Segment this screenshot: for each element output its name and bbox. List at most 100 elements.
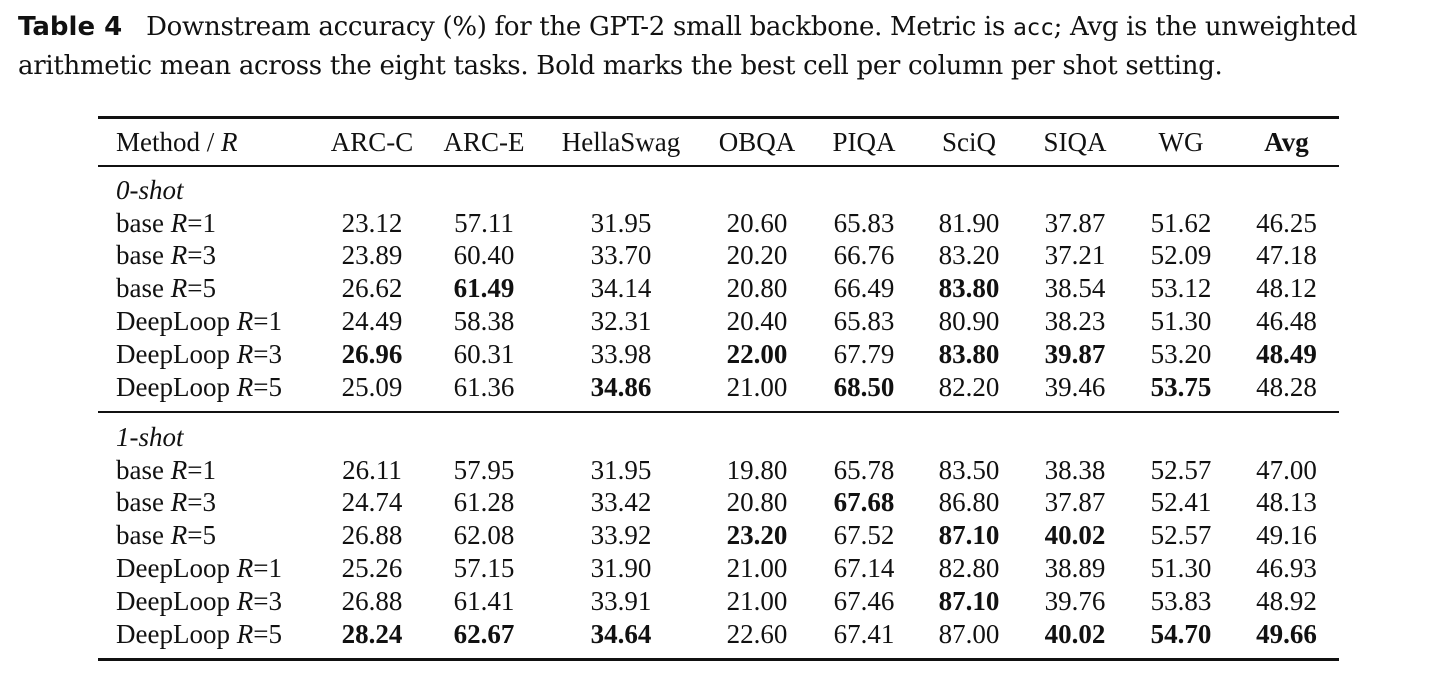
row-r-var: R xyxy=(170,454,188,485)
row-r-value: 1 xyxy=(268,553,282,584)
row-r-var: R xyxy=(236,618,254,649)
row-method: base R=3 xyxy=(98,240,316,273)
table-cell: 39.87 xyxy=(1044,338,1106,369)
table-row: DeepLoop R=5 28.24 62.67 34.64 22.60 67.41 87.… xyxy=(98,618,1339,651)
table-row: DeepLoop R=3 26.88 61.41 33.91 21.00 67.46 87.… xyxy=(98,585,1339,618)
table-cell: 34.14 xyxy=(590,273,652,304)
table-cell: 80.90 xyxy=(938,306,1000,337)
table-cell: 49.16 xyxy=(1256,520,1317,551)
table-cell: 24.74 xyxy=(341,487,403,518)
table-cell: 25.09 xyxy=(341,371,403,402)
table-cell: 53.75 xyxy=(1150,371,1212,402)
table-cell: 86.80 xyxy=(938,487,1000,518)
table-cell: 54.70 xyxy=(1150,618,1212,649)
header-row: Method / R ARC-C ARC-E HellaSwag OBQA PIQA Sc… xyxy=(98,120,1339,164)
row-r-value: 5 xyxy=(202,520,216,551)
table-row: base R=1 23.12 57.11 31.95 20.60 65.83 81.90 37… xyxy=(98,207,1339,240)
group-separator-rule xyxy=(98,411,1339,413)
row-r-var: R xyxy=(170,207,188,238)
table-cell: 58.38 xyxy=(453,306,515,337)
table-cell: 62.08 xyxy=(453,520,515,551)
table-cell: 21.00 xyxy=(726,553,788,584)
table-cell: 60.40 xyxy=(453,240,515,271)
row-method: base R=1 xyxy=(98,207,316,240)
table-cell: 40.02 xyxy=(1044,520,1106,551)
row-method-name: DeepLoop xyxy=(116,618,230,649)
table-cell: 38.23 xyxy=(1044,306,1106,337)
table-row: DeepLoop R=1 24.49 58.38 32.31 20.40 65.83 80.… xyxy=(98,305,1339,338)
header-col-wg: WG xyxy=(1158,126,1204,157)
table-cell: 20.60 xyxy=(726,207,788,238)
caption-text-after: ; Avg is the unweighted arithmetic mean … xyxy=(18,12,1358,81)
row-r-value: 3 xyxy=(202,487,216,518)
row-method: DeepLoop R=5 xyxy=(98,618,316,651)
row-r-value: 3 xyxy=(268,338,282,369)
row-r-var: R xyxy=(170,520,188,551)
table-cell: 25.26 xyxy=(341,553,403,584)
row-r-eq: = xyxy=(187,240,203,271)
table-cell: 31.95 xyxy=(590,207,652,238)
table-cell: 82.80 xyxy=(938,553,1000,584)
bottom-rule xyxy=(98,658,1339,661)
caption-label: Table 4 xyxy=(18,12,123,42)
header-col-obqa: OBQA xyxy=(718,126,796,157)
table-cell: 57.15 xyxy=(453,553,515,584)
table-cell: 60.31 xyxy=(453,338,515,369)
header-col-sciq: SciQ xyxy=(942,126,996,157)
table-cell: 33.70 xyxy=(590,240,652,271)
table-cell: 52.57 xyxy=(1150,520,1212,551)
table-cell: 28.24 xyxy=(341,618,403,649)
table-cell: 21.00 xyxy=(726,585,788,616)
table-cell: 26.96 xyxy=(341,338,403,369)
table-cell: 52.41 xyxy=(1150,487,1212,518)
table-cell: 37.87 xyxy=(1044,207,1106,238)
table-cell: 20.20 xyxy=(726,240,788,271)
header-col-piqa: PIQA xyxy=(832,126,896,157)
table-cell: 67.68 xyxy=(833,487,895,518)
table-cell: 39.76 xyxy=(1044,585,1106,616)
table-cell: 49.66 xyxy=(1256,618,1317,649)
table-cell: 20.40 xyxy=(726,306,788,337)
table-cell: 47.18 xyxy=(1256,240,1317,271)
table-cell: 20.80 xyxy=(726,487,788,518)
caption-text-before: Downstream accuracy (%) for the GPT-2 sm… xyxy=(146,12,1013,42)
header-method-label: Method / xyxy=(116,126,221,157)
table-cell: 61.41 xyxy=(453,585,515,616)
table-cell: 65.83 xyxy=(833,306,895,337)
row-method: DeepLoop R=3 xyxy=(98,585,316,618)
table-cell: 48.13 xyxy=(1256,487,1317,518)
row-r-eq: = xyxy=(253,618,269,649)
table-cell: 67.46 xyxy=(833,585,895,616)
table-header: Method / R ARC-C ARC-E HellaSwag OBQA PIQA Sc… xyxy=(98,120,1339,164)
row-r-var: R xyxy=(236,585,254,616)
table-cell: 65.83 xyxy=(833,207,895,238)
row-method-name: base xyxy=(116,487,164,518)
header-rule xyxy=(98,165,1339,167)
table-cell: 23.20 xyxy=(726,520,788,551)
table-cell: 87.00 xyxy=(938,618,1000,649)
row-r-value: 5 xyxy=(268,371,282,402)
header-col-arc-e: ARC-E xyxy=(443,126,525,157)
table-cell: 37.21 xyxy=(1044,240,1106,271)
group-1-shot: 1-shot base R=1 26.11 57.95 31.95 19.80 65.78 8… xyxy=(98,421,1339,651)
table-row: DeepLoop R=3 26.96 60.31 33.98 22.00 67.79 83.… xyxy=(98,338,1339,371)
table-cell: 48.12 xyxy=(1256,273,1317,304)
table-row: base R=3 23.89 60.40 33.70 20.20 66.76 83.20 37… xyxy=(98,240,1339,273)
table-cell: 53.12 xyxy=(1150,273,1212,304)
header-method: Method / R xyxy=(98,120,316,164)
table-cell: 39.46 xyxy=(1044,371,1106,402)
row-r-eq: = xyxy=(187,273,203,304)
table-cell: 46.48 xyxy=(1256,306,1317,337)
row-r-eq: = xyxy=(253,306,269,337)
row-r-value: 3 xyxy=(202,240,216,271)
table-cell: 61.28 xyxy=(453,487,515,518)
row-method: DeepLoop R=3 xyxy=(98,338,316,371)
table-cell: 61.36 xyxy=(453,371,515,402)
row-method-name: base xyxy=(116,207,164,238)
table-cell: 26.88 xyxy=(341,585,403,616)
table-cell: 46.93 xyxy=(1256,553,1317,584)
table-row: base R=5 26.62 61.49 34.14 20.80 66.49 83.80 38… xyxy=(98,272,1339,305)
table-cell: 33.42 xyxy=(590,487,652,518)
table-cell: 51.62 xyxy=(1150,207,1212,238)
table-cell: 67.52 xyxy=(833,520,895,551)
